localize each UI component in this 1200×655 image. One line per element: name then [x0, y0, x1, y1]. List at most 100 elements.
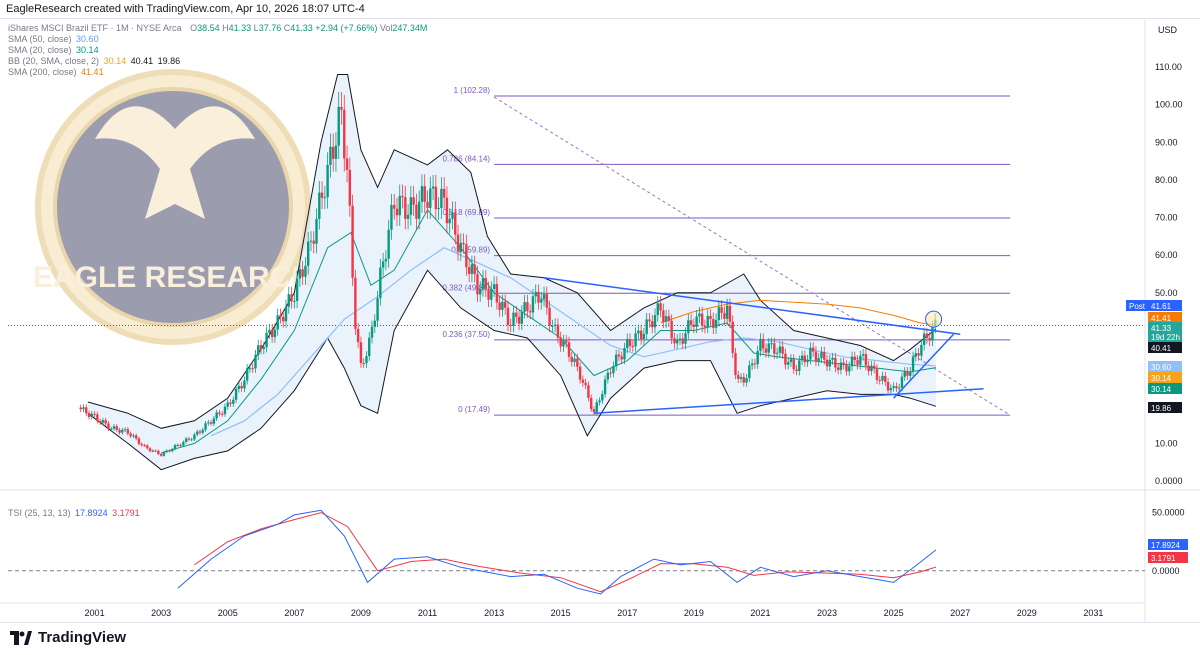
bollinger-band-fill: [87, 74, 936, 470]
candle-body: [376, 298, 379, 321]
currency-label: USD: [1158, 25, 1178, 35]
candle-body: [570, 356, 573, 362]
candle-body: [96, 414, 99, 422]
chart-area[interactable]: EAGLE RESEARCH 1 (102.28) 0.786 (84.14) 0.6…: [0, 19, 1200, 623]
candle-body: [320, 192, 324, 198]
candle-body: [609, 372, 612, 374]
candle-body: [293, 300, 296, 302]
candle-body: [562, 340, 565, 347]
time-axis-tick: 2027: [950, 608, 970, 618]
candle-body: [548, 307, 551, 326]
candle-body: [323, 197, 327, 199]
candle-body: [232, 399, 235, 404]
candle-body: [259, 345, 263, 350]
candle-body: [284, 306, 288, 322]
candle-body: [90, 413, 93, 417]
candle-body: [445, 197, 449, 224]
candle-body: [631, 345, 635, 347]
fib-trend-dashed-line: [493, 96, 1011, 416]
legend-sma200-value: 41.41: [81, 67, 104, 77]
candle-body: [159, 454, 163, 456]
candle-body: [689, 320, 693, 325]
candle-body: [417, 201, 421, 219]
candle-body: [220, 413, 224, 415]
candle-body: [637, 330, 640, 334]
header-bar: EagleResearch created with TradingView.c…: [0, 0, 1200, 19]
chart-canvas[interactable]: EAGLE RESEARCH 1 (102.28) 0.786 (84.14) 0.6…: [0, 19, 1200, 623]
candle-body: [165, 450, 168, 453]
candle-body: [251, 368, 254, 370]
price-badge: [1148, 402, 1182, 413]
candle-body: [351, 205, 354, 278]
candle-body: [931, 326, 934, 341]
candle-body: [454, 212, 457, 235]
candle-body: [442, 188, 446, 198]
candle-body: [415, 204, 418, 219]
candle-body: [79, 407, 82, 410]
candle-body: [750, 363, 754, 366]
candle-body: [248, 368, 252, 370]
candle-body: [834, 357, 837, 368]
candle-body: [137, 438, 141, 444]
legend-open: 38.54: [197, 23, 220, 33]
legend-sma50: SMA (50, close) 30.60: [8, 34, 99, 44]
candle-body: [420, 186, 424, 202]
candle-body: [387, 229, 390, 259]
candle-body: [140, 443, 143, 446]
candle-body: [190, 439, 193, 441]
candle-body: [706, 315, 709, 328]
candle-body: [809, 347, 812, 360]
time-axis-tick: 2003: [151, 608, 171, 618]
candle-body: [506, 307, 510, 325]
candle-body: [873, 365, 876, 369]
candle-body: [762, 338, 765, 349]
candle-body: [731, 321, 734, 353]
candle-body: [773, 343, 776, 354]
candle-body: [481, 278, 485, 289]
candle-body: [559, 337, 562, 347]
candles-group: [79, 91, 937, 457]
fib-level-label-0.382: 0.382 (49.88): [443, 283, 491, 292]
candle-body: [368, 337, 371, 357]
tsi-badge: [1148, 539, 1188, 550]
candle-body: [540, 299, 543, 303]
candle-body: [381, 261, 385, 268]
tsi-badge-value: 17.8924: [1151, 541, 1180, 550]
candle-body: [126, 429, 130, 434]
candle-body: [581, 379, 585, 383]
legend-bb-lower: 19.86: [157, 56, 181, 66]
candle-body: [603, 379, 607, 395]
candle-body: [282, 316, 285, 322]
price-badge-post-text: Post: [1129, 302, 1146, 311]
candle-body: [440, 188, 443, 209]
candle-body: [870, 365, 873, 372]
candle-body: [495, 284, 499, 303]
candle-body: [93, 413, 96, 415]
candle-body: [775, 352, 779, 354]
candle-body: [340, 106, 343, 110]
candle-body: [173, 445, 177, 450]
tsi-axis-tick: 50.0000: [1152, 508, 1185, 518]
candle-body: [331, 146, 335, 159]
candle-body: [459, 242, 462, 252]
candle-body: [237, 385, 241, 389]
candle-body: [889, 388, 893, 391]
candle-body: [920, 344, 923, 356]
price-badge-value: 30.14: [1151, 374, 1172, 383]
candle-body: [171, 449, 174, 452]
candle-body: [911, 356, 915, 372]
candle-body: [928, 337, 931, 341]
candle-body: [714, 319, 718, 328]
candle-body: [379, 267, 382, 299]
candle-body: [207, 422, 210, 424]
fib-level-label-0.236: 0.236 (37.50): [443, 330, 491, 339]
time-axis-tick: 2015: [551, 608, 571, 618]
legend-sma20: SMA (20, close) 30.14: [8, 45, 99, 55]
candle-body: [318, 192, 321, 219]
footer-bar: TradingView: [0, 622, 1200, 655]
candle-body: [193, 434, 196, 440]
candle-body: [692, 324, 696, 327]
candle-body: [825, 359, 829, 367]
candle-body: [412, 197, 415, 205]
candle-body: [884, 375, 887, 383]
